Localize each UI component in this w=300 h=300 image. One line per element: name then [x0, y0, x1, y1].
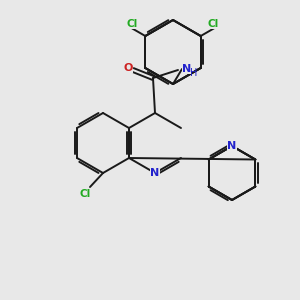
Text: O: O: [123, 63, 133, 73]
Text: N: N: [182, 64, 191, 74]
Text: N: N: [150, 168, 160, 178]
Text: Cl: Cl: [127, 19, 138, 29]
Text: Cl: Cl: [80, 189, 91, 199]
Text: Cl: Cl: [208, 19, 219, 29]
Text: N: N: [227, 141, 237, 151]
Text: H: H: [190, 68, 197, 78]
